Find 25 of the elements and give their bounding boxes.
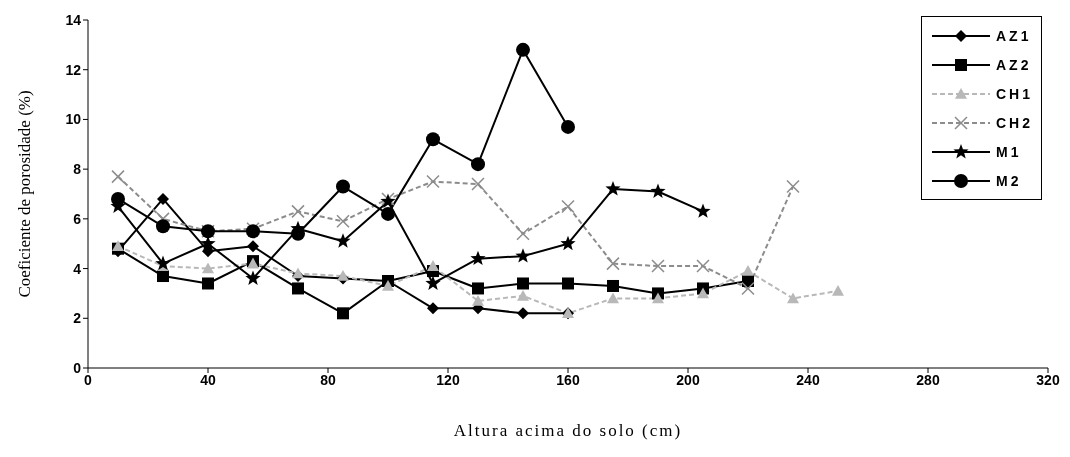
legend-label: CH1 xyxy=(995,85,1033,102)
x-axis-title: Altura acima do solo (cm) xyxy=(453,421,683,440)
legend-label: CH2 xyxy=(995,114,1033,131)
y-tick-label: 10 xyxy=(65,111,82,128)
x-tick-label: 240 xyxy=(796,371,820,388)
x-tick-label: 80 xyxy=(320,371,336,388)
y-tick-label: 12 xyxy=(65,61,82,78)
y-tick-label: 8 xyxy=(73,161,82,178)
x-tick-label: 160 xyxy=(556,371,580,388)
y-axis-title: Coeficiente de porosidade (%) xyxy=(15,90,35,298)
legend-label: M1 xyxy=(995,143,1022,160)
y-tick-label: 4 xyxy=(73,260,82,277)
x-tick-label: 120 xyxy=(436,371,460,388)
y-tick-label: 0 xyxy=(73,359,82,376)
y-tick-label: 6 xyxy=(73,210,82,227)
y-tick-label: 14 xyxy=(65,11,82,28)
x-tick-label: 200 xyxy=(676,371,700,388)
x-tick-label: 320 xyxy=(1036,371,1060,388)
x-tick-label: 280 xyxy=(916,371,940,388)
x-tick-label: 40 xyxy=(200,371,216,388)
legend-label: AZ1 xyxy=(995,27,1032,44)
legend-label: M2 xyxy=(995,172,1022,189)
legend-label: AZ2 xyxy=(995,56,1032,73)
y-tick-label: 2 xyxy=(73,310,82,327)
x-tick-label: 0 xyxy=(84,371,93,388)
